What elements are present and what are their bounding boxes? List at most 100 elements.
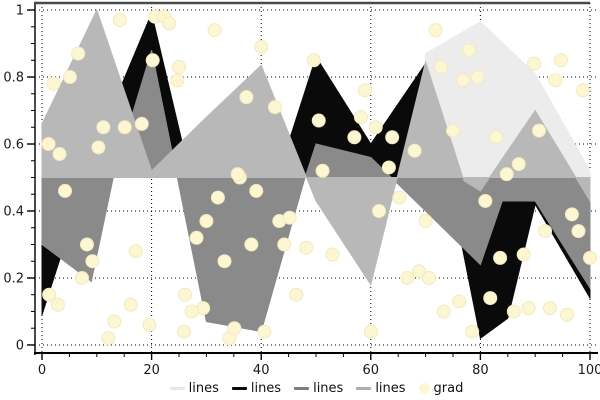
scatter-dot — [511, 157, 526, 172]
scatter-dot — [412, 264, 427, 279]
scatter-dot — [506, 304, 521, 319]
legend-line-swatch — [294, 386, 310, 390]
scatter-dot — [392, 190, 407, 205]
scatter-dot — [478, 193, 493, 208]
scatter-dot — [46, 76, 61, 91]
scatter-dot — [461, 43, 476, 58]
legend-item-1: lines — [169, 380, 219, 396]
scatter-dot — [499, 167, 514, 182]
legend-label: lines — [375, 380, 406, 396]
scatter-dot — [96, 120, 111, 135]
scatter-dot — [311, 113, 326, 128]
scatter-dot — [483, 291, 498, 306]
scatter-dot — [407, 143, 422, 158]
y-tick-label: 0.4 — [3, 204, 24, 219]
scatter-dot — [52, 147, 67, 162]
scatter-dot — [85, 254, 100, 269]
scatter-dot — [142, 317, 157, 332]
scatter-dot — [575, 83, 590, 98]
scatter-dot — [553, 53, 568, 68]
scatter-dot — [107, 314, 122, 329]
scatter-dot — [400, 270, 415, 285]
legend-circle-marker — [418, 382, 430, 394]
x-tick-label: 100 — [578, 363, 600, 378]
y-tick-label: 1 — [16, 4, 24, 19]
scatter-dot — [532, 123, 547, 138]
legend-item-3: lines — [294, 382, 343, 395]
scatter-dot — [123, 297, 138, 312]
scatter-dot — [112, 13, 127, 28]
scatter-dot — [347, 130, 362, 145]
area-series-4 — [41, 8, 591, 286]
scatter-dot — [521, 301, 536, 316]
scatter-dot — [196, 301, 211, 316]
legend-label: lines — [188, 380, 219, 396]
scatter-dot — [493, 250, 508, 265]
scatter-dot — [189, 230, 204, 245]
y-tick-label: 0.2 — [3, 271, 24, 286]
scatter-dot — [257, 324, 272, 339]
scatter-dot — [172, 59, 187, 74]
scatter-dot — [184, 304, 199, 319]
scatter-dot — [470, 70, 485, 85]
scatter-dot — [516, 247, 531, 262]
scatter-dot — [117, 120, 132, 135]
scatter-dot — [249, 183, 264, 198]
scatter-dot — [436, 304, 451, 319]
legend: lines lines lines lines grad — [35, 377, 598, 399]
x-tick-label: 60 — [363, 363, 380, 378]
scatter-dot — [548, 73, 563, 88]
scatter-dot — [254, 39, 269, 54]
y-tick-label: 0 — [16, 338, 24, 353]
scatter-dot — [357, 83, 372, 98]
scatter-dot — [489, 130, 504, 145]
scatter-dot — [372, 203, 387, 218]
scatter-dot — [176, 324, 191, 339]
legend-item-2: lines — [231, 382, 281, 395]
scatter-dot — [455, 73, 470, 88]
scatter-dot — [542, 301, 557, 316]
scatter-dot — [306, 53, 321, 68]
scatter-dot — [145, 53, 160, 68]
scatter-dot — [465, 324, 480, 339]
scatter-dot — [217, 254, 232, 269]
scatter-dot — [244, 237, 259, 252]
scatter-dot — [559, 307, 574, 322]
legend-label: lines — [313, 380, 344, 396]
scatter-dot — [433, 59, 448, 74]
scatter-dot — [178, 287, 193, 302]
scatter-dot — [50, 297, 65, 312]
scatter-dot — [207, 23, 222, 38]
scatter-dot — [199, 214, 214, 229]
scatter-dot — [41, 137, 56, 152]
legend-label: grad — [433, 380, 464, 396]
scatter-dot — [538, 224, 553, 239]
scatter-dot — [418, 214, 433, 229]
legend-item-5: grad — [418, 380, 464, 396]
scatter-dot — [170, 73, 185, 88]
y-tick-label: 0.8 — [3, 71, 24, 86]
scatter-dot — [210, 190, 225, 205]
scatter-dot — [325, 247, 340, 262]
legend-line-swatch — [356, 386, 372, 390]
scatter-dot — [452, 294, 467, 309]
legend-line-swatch — [169, 386, 185, 390]
scatter-dot — [239, 90, 254, 105]
scatter-dot — [582, 250, 597, 265]
scatter-dot — [162, 16, 177, 31]
scatter-dot — [446, 123, 461, 138]
scatter-dot — [315, 163, 330, 178]
x-tick-label: 20 — [143, 363, 160, 378]
scatter-dot — [134, 116, 149, 131]
scatter-dot — [421, 270, 436, 285]
scatter-dot — [289, 287, 304, 302]
scatter-dot — [101, 331, 116, 346]
scatter-dot — [428, 23, 443, 38]
scatter-dot — [62, 70, 77, 85]
scatter-dot — [282, 210, 297, 225]
y-tick-label: 0.6 — [3, 138, 24, 153]
scatter-dot — [299, 240, 314, 255]
scatter-dot — [363, 324, 378, 339]
